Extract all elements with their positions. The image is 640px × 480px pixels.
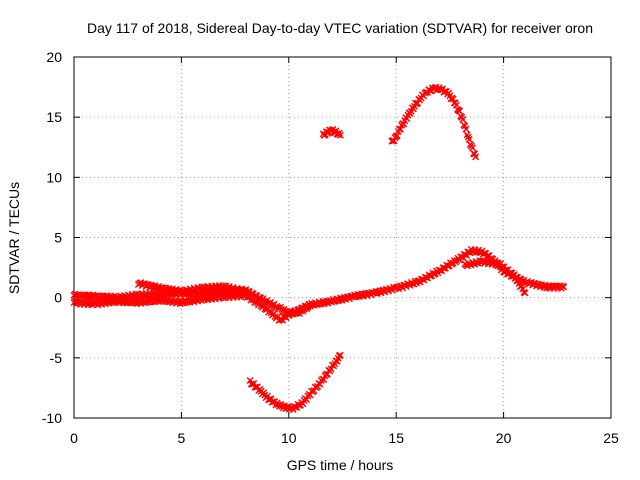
y-tick-label: 20 <box>46 49 62 65</box>
x-tick-label: 15 <box>388 430 404 446</box>
y-tick-label: 5 <box>54 230 62 246</box>
x-tick-label: 20 <box>496 430 512 446</box>
y-tick-label: -10 <box>42 410 62 426</box>
axis-ticks <box>73 56 612 419</box>
y-axis-label: SDTVAR / TECUs <box>6 182 22 294</box>
data-point <box>336 351 344 359</box>
series-arc-main-lower <box>70 290 314 324</box>
x-tick-labels: 0 5 10 15 20 25 <box>70 430 619 446</box>
data-point <box>459 116 467 124</box>
y-tick-labels: -10 -5 0 5 10 15 20 <box>42 49 62 426</box>
data-point <box>521 289 529 297</box>
y-tick-label: -5 <box>50 350 63 366</box>
series-arc-high-hump <box>388 83 480 161</box>
data-point <box>242 288 250 296</box>
data-point <box>397 125 404 133</box>
x-tick-label: 25 <box>603 430 619 446</box>
y-tick-label: 15 <box>46 109 62 125</box>
series-arc-night-dip <box>246 351 344 413</box>
data-point <box>462 125 470 133</box>
data-point <box>306 301 314 309</box>
chart-title: Day 117 of 2018, Sidereal Day-to-day VTE… <box>87 20 593 36</box>
data-point <box>465 135 473 143</box>
data-point <box>456 107 464 115</box>
data-point <box>560 283 568 291</box>
data-point <box>468 144 476 152</box>
series-arc-late-secondary <box>461 257 529 297</box>
grid-lines <box>74 57 611 418</box>
x-tick-label: 10 <box>281 430 297 446</box>
x-axis-label: GPS time / hours <box>287 457 394 473</box>
series-arc-early-band <box>134 279 250 297</box>
data-points <box>70 83 568 413</box>
data-point <box>472 153 480 161</box>
y-tick-label: 10 <box>46 169 62 185</box>
data-point <box>336 131 344 139</box>
x-tick-label: 5 <box>178 430 186 446</box>
y-tick-label: 0 <box>54 290 62 306</box>
x-tick-label: 0 <box>70 430 78 446</box>
series-arc-small-hump <box>319 125 344 139</box>
